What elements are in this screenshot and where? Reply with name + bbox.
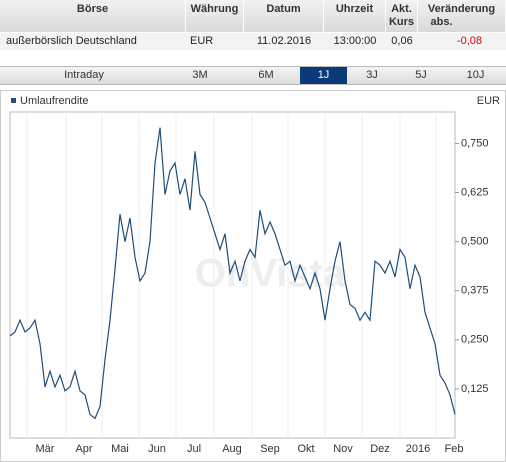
x-tick-label: Feb <box>445 443 464 455</box>
cell: 0,06 <box>386 33 418 50</box>
y-tick-label: 0,250 <box>461 334 489 346</box>
x-tick-label: Jun <box>148 443 166 455</box>
header-text: Veränderung <box>427 3 496 15</box>
x-tick-label: Dez <box>370 443 390 455</box>
tab[interactable]: 1J <box>300 67 347 84</box>
cell: 13:00:00 <box>324 33 386 50</box>
cell: 11.02.2016 <box>244 33 324 50</box>
plot-frame <box>9 111 456 439</box>
x-tick-label: Jul <box>187 443 201 455</box>
header-cell: Börse <box>0 0 186 32</box>
x-tick-label: Aug <box>222 443 242 455</box>
header-cell: Akt. Kurs <box>386 0 418 32</box>
x-tick-label: Mär <box>36 443 55 455</box>
cell: außerbörslich Deutschland <box>0 33 186 50</box>
tab[interactable]: Intraday <box>64 69 104 81</box>
header-cell: Uhrzeit <box>324 0 386 32</box>
y-tick-label: 0,125 <box>461 383 489 395</box>
header-cell: Veränderung abs. <box>418 0 506 32</box>
tab[interactable]: 3J <box>366 69 378 81</box>
watermark: OnVista <box>195 252 346 296</box>
legend-label: Umlaufrendite <box>20 95 88 107</box>
legend-swatch <box>11 98 16 103</box>
header-cell: Datum <box>244 0 324 32</box>
x-tick-label: Apr <box>75 443 92 455</box>
chart: Umlaufrendite EUR OnVista 0,125 0,250 0,37… <box>0 90 506 462</box>
tab[interactable]: 6M <box>258 69 274 81</box>
x-tick-label: Sep <box>260 443 280 455</box>
header-subtext: abs. <box>430 16 453 28</box>
tab[interactable]: 10J <box>466 69 485 81</box>
cell: -0,08 <box>418 33 506 50</box>
chart-frame <box>0 90 506 462</box>
y-tick-label: 0,750 <box>461 137 489 149</box>
x-tick-label: 2016 <box>406 443 430 455</box>
header-cell: Währung <box>186 0 244 32</box>
cell: EUR <box>186 33 244 50</box>
tab[interactable]: 5J <box>415 69 427 81</box>
y-tick-label: 0,500 <box>461 236 489 248</box>
tab-bar <box>0 66 506 85</box>
unit-label: EUR <box>477 95 500 107</box>
x-tick-label: Nov <box>333 443 353 455</box>
x-tick-label: Mai <box>111 443 129 455</box>
tab[interactable]: 3M <box>192 69 208 81</box>
y-tick-label: 0,625 <box>461 186 489 198</box>
y-tick-label: 0,375 <box>461 285 489 297</box>
x-tick-label: Okt <box>297 443 314 455</box>
line <box>9 127 456 420</box>
